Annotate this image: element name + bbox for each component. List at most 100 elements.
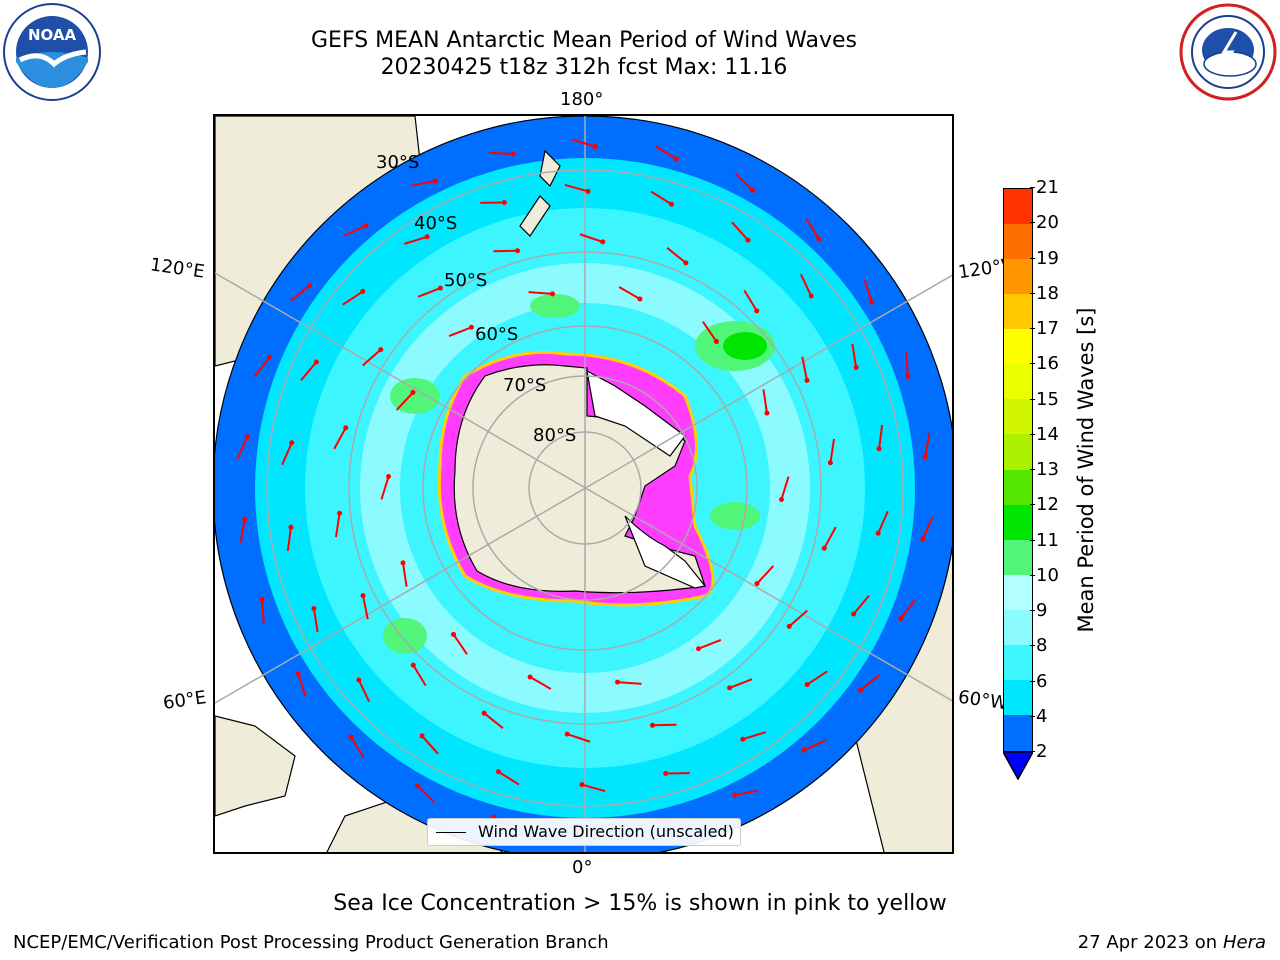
colorbar-tick-label: 4 [1029,705,1048,727]
wind-arrow [729,678,753,689]
colorbar-tick-label: 19 [1030,247,1059,269]
wind-arrow-head [778,496,784,502]
wind-arrow [362,595,369,620]
colorbar-segment [1004,329,1032,365]
map-legend: Wind Wave Direction (unscaled) [427,818,741,846]
wind-arrow-head [808,293,814,299]
wind-arrow-head [740,736,746,742]
wind-arrow [924,433,931,457]
wind-arrow [493,249,518,253]
machine-name: Hera [1222,932,1266,953]
wind-arrow [290,284,311,302]
colorbar-segment [1004,539,1032,576]
wind-arrow-head [804,377,810,383]
wind-arrow-head [745,237,751,243]
wind-arrow [617,681,642,685]
wind-arrow [357,679,370,703]
wind-arrow-head [360,593,366,599]
colorbar-tick-label: 6 [1029,670,1048,692]
wind-arrow [312,608,319,633]
svg-text:NOAA: NOAA [28,26,77,44]
wind-arrow-head [501,200,507,206]
credit-text: NCEP/EMC/Verification Post Processing Pr… [13,932,609,953]
wind-arrow-head [348,734,354,740]
wind-arrow-head [585,188,591,194]
wind-arrow [698,639,722,650]
wind-arrow [412,664,427,687]
colorbar-segment [1004,469,1032,506]
wind-arrow-head [432,178,438,184]
wind-arrow-head [869,299,875,305]
wind-arrow-head [564,731,570,737]
wind-arrow [852,595,870,615]
wind-arrow-head [663,770,669,776]
wind-arrow-head [821,545,827,551]
wind-arrow-head [386,474,392,480]
wind-arrow [362,348,382,367]
lat-label-70s: 70°S [503,375,547,396]
wind-arrow-head [343,425,349,431]
colorbar-segment [1004,504,1032,541]
lat-label-30s: 30°S [376,152,420,173]
wind-arrow [702,321,718,343]
wind-arrow-head [356,677,362,683]
chart-subtitle: 20230425 t18z 312h fcst Max: 11.16 [380,55,788,80]
wind-arrow [863,279,873,303]
colorbar-segment [1004,574,1032,611]
wind-arrow [416,785,436,804]
wind-arrow [734,789,759,797]
wind-arrow [566,733,591,743]
wind-arrow [581,783,606,793]
wind-arrow [297,673,307,697]
wind-arrow-head [696,646,702,652]
run-date-text: 27 Apr 2023 on [1077,932,1223,953]
colorbar-tick-label: 20 [1030,212,1059,234]
colorbar-under-triangle [1001,751,1035,781]
wind-arrow [334,513,341,538]
wind-arrow [734,172,754,191]
wind-arrow-head [527,674,533,680]
graticule [215,116,952,852]
lon-label-120e: 120°E [148,254,206,283]
wind-arrow [411,179,436,187]
wind-arrow [618,286,641,300]
wind-arrow [742,731,767,741]
wind-arrow [829,438,836,463]
wind-arrow [342,290,364,306]
lat-label-50s: 50°S [444,270,488,291]
wind-arrow [800,273,813,297]
colorbar-tick-label: 18 [1030,282,1059,304]
wind-arrow [877,510,889,534]
wind-arrow-head [764,410,770,416]
wind-arrow-head [804,682,810,688]
wind-arrow-head [313,359,319,365]
colorbar-segment [1004,609,1032,646]
wind-arrow-head [727,685,733,691]
wind-arrow-head [378,347,384,353]
wind-arrow-head [481,710,487,716]
wind-arrow [261,599,265,624]
colorbar-tick-label: 2 [1029,741,1048,762]
wind-arrow [743,289,758,312]
wind-arrow-head [713,339,719,345]
wind-arrow-head [451,631,457,637]
wind-arrow-head [414,783,420,789]
colorbar-tick-label: 16 [1030,353,1059,375]
wind-arrow [650,190,673,206]
wind-arrow [564,183,589,193]
wind-arrow [253,356,271,378]
colorbar-label: Mean Period of Wind Waves [s] [1074,307,1098,633]
colorbar-segment [1004,714,1032,751]
wind-arrow-head [244,434,250,440]
lat-label-40s: 40°S [414,213,458,234]
wind-wave-direction-arrows [236,138,934,838]
colorbar-tick-label: 11 [1030,529,1059,551]
colorbar-tick-label: 10 [1030,564,1059,586]
wind-arrow [780,476,790,500]
colorbar-tick-label: 17 [1030,318,1059,339]
wind-arrow [448,326,472,337]
wind-arrow-head [295,671,301,677]
wind-arrow-head [363,223,369,229]
wind-arrow-head [307,283,313,289]
wind-arrow-head [898,615,904,621]
